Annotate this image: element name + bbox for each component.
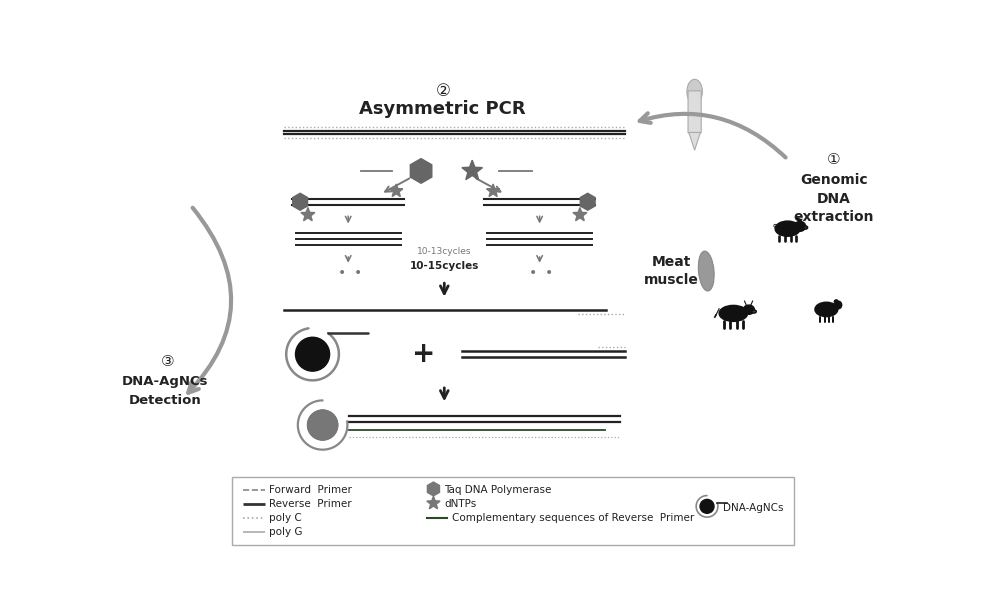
Ellipse shape	[775, 221, 800, 237]
Ellipse shape	[719, 306, 748, 322]
Text: Taq DNA Polymerase: Taq DNA Polymerase	[444, 485, 552, 495]
Ellipse shape	[794, 221, 806, 232]
Ellipse shape	[834, 301, 842, 309]
Text: •: •	[338, 265, 346, 280]
Circle shape	[307, 410, 338, 440]
Ellipse shape	[834, 300, 837, 302]
FancyBboxPatch shape	[232, 477, 794, 545]
Ellipse shape	[815, 302, 838, 317]
Text: DNA-AgNCs: DNA-AgNCs	[723, 503, 783, 513]
Text: Complementary sequences of Reverse  Primer: Complementary sequences of Reverse Prime…	[452, 513, 694, 523]
Text: muscle: muscle	[644, 274, 699, 287]
Polygon shape	[427, 496, 440, 509]
Circle shape	[295, 337, 330, 371]
Text: ①: ①	[827, 152, 841, 167]
Ellipse shape	[752, 310, 756, 313]
Text: 10-15cycles: 10-15cycles	[410, 261, 479, 272]
Ellipse shape	[687, 79, 702, 104]
Polygon shape	[689, 132, 700, 150]
Polygon shape	[796, 217, 801, 222]
Polygon shape	[301, 208, 315, 221]
Polygon shape	[573, 208, 587, 221]
Polygon shape	[486, 184, 500, 197]
Text: Detection: Detection	[129, 394, 202, 407]
Text: Forward  Primer: Forward Primer	[269, 485, 352, 495]
Text: •: •	[545, 265, 553, 280]
Text: poly G: poly G	[269, 527, 303, 537]
Text: ②: ②	[435, 83, 450, 100]
Ellipse shape	[804, 226, 808, 229]
Text: dNTPs: dNTPs	[444, 499, 477, 509]
Polygon shape	[410, 158, 432, 183]
Polygon shape	[390, 184, 403, 197]
Text: •: •	[353, 265, 362, 280]
Ellipse shape	[698, 251, 714, 291]
Text: 10-13cycles: 10-13cycles	[417, 246, 472, 256]
Text: •: •	[529, 265, 538, 280]
Text: DNA-AgNCs: DNA-AgNCs	[122, 375, 209, 389]
Polygon shape	[293, 193, 308, 210]
Text: Asymmetric PCR: Asymmetric PCR	[359, 100, 526, 118]
Text: Reverse  Primer: Reverse Primer	[269, 499, 352, 509]
Text: poly C: poly C	[269, 513, 302, 523]
Ellipse shape	[743, 305, 754, 314]
Polygon shape	[427, 482, 439, 496]
FancyBboxPatch shape	[688, 91, 701, 133]
Text: Meat: Meat	[652, 255, 691, 269]
Text: Genomic: Genomic	[800, 173, 868, 187]
Text: +: +	[412, 340, 435, 368]
Circle shape	[700, 500, 714, 513]
Polygon shape	[462, 160, 483, 180]
Text: extraction: extraction	[794, 210, 874, 224]
Text: DNA: DNA	[817, 192, 851, 206]
Text: ③: ③	[161, 354, 174, 370]
Polygon shape	[580, 193, 595, 210]
